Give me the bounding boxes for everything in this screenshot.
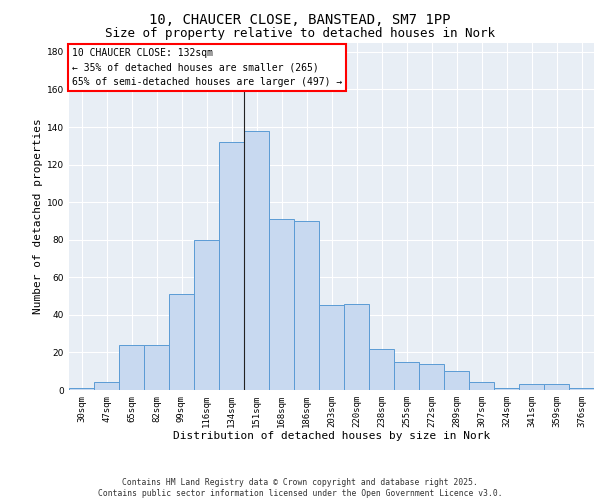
Bar	[469, 382, 494, 390]
Bar	[94, 382, 119, 390]
Y-axis label: Number of detached properties: Number of detached properties	[33, 118, 43, 314]
Bar	[244, 131, 269, 390]
Bar	[544, 384, 569, 390]
Bar	[269, 219, 294, 390]
Bar	[319, 306, 344, 390]
Text: 10 CHAUCER CLOSE: 132sqm
← 35% of detached houses are smaller (265)
65% of semi-: 10 CHAUCER CLOSE: 132sqm ← 35% of detach…	[71, 48, 342, 88]
X-axis label: Distribution of detached houses by size in Nork: Distribution of detached houses by size …	[173, 432, 490, 442]
Bar	[369, 348, 394, 390]
Bar	[344, 304, 369, 390]
Bar	[219, 142, 244, 390]
Bar	[419, 364, 444, 390]
Bar	[519, 384, 544, 390]
Bar	[444, 371, 469, 390]
Bar	[169, 294, 194, 390]
Bar	[69, 388, 94, 390]
Bar	[119, 345, 144, 390]
Bar	[394, 362, 419, 390]
Text: 10, CHAUCER CLOSE, BANSTEAD, SM7 1PP: 10, CHAUCER CLOSE, BANSTEAD, SM7 1PP	[149, 12, 451, 26]
Text: Size of property relative to detached houses in Nork: Size of property relative to detached ho…	[105, 28, 495, 40]
Bar	[144, 345, 169, 390]
Bar	[569, 388, 594, 390]
Bar	[294, 221, 319, 390]
Bar	[194, 240, 219, 390]
Text: Contains HM Land Registry data © Crown copyright and database right 2025.
Contai: Contains HM Land Registry data © Crown c…	[98, 478, 502, 498]
Bar	[494, 388, 519, 390]
